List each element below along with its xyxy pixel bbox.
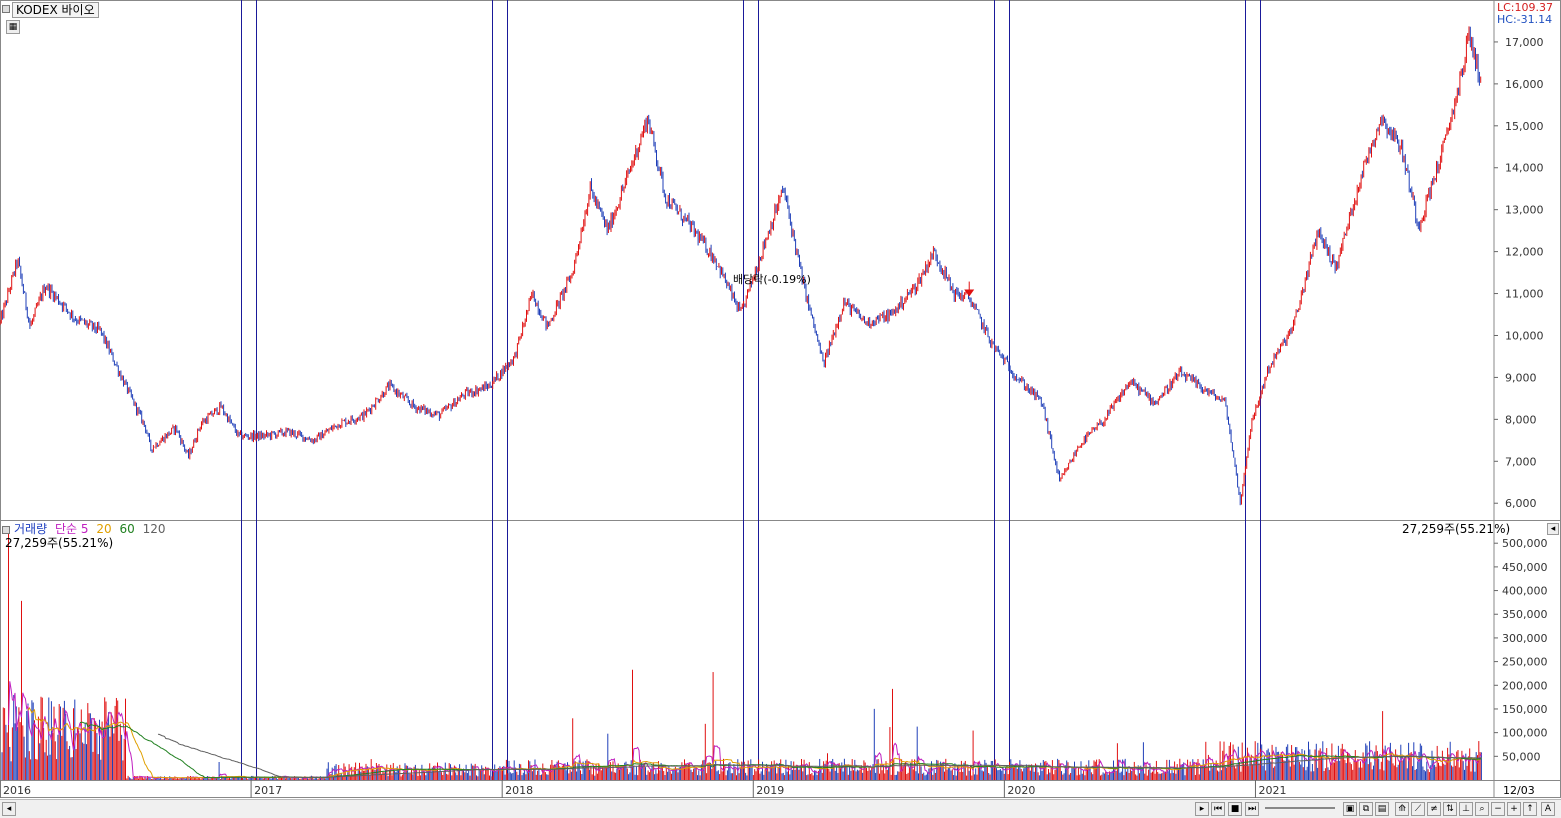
- grid-icon[interactable]: ▤: [1375, 802, 1389, 816]
- zoom-in-icon[interactable]: +: [1507, 802, 1521, 816]
- volume-legend-period-20: 20: [96, 522, 112, 536]
- scroll-left-icon[interactable]: ◂: [2, 802, 16, 816]
- scroll-right-icon[interactable]: ▸: [1195, 802, 1209, 816]
- price-tick-label: 15,000: [1505, 120, 1544, 133]
- price-tick-label: 8,000: [1505, 413, 1537, 426]
- volume-legend-ma-type: 단순: [54, 522, 78, 536]
- search-icon[interactable]: ⌕: [1475, 802, 1489, 816]
- volume-legend-period-60: 60: [119, 522, 135, 536]
- period-separator-lines: [241, 0, 1261, 780]
- scroll-last-icon[interactable]: ⏭: [1245, 802, 1259, 816]
- instrument-title[interactable]: KODEX 바이오: [12, 2, 99, 18]
- volume-legend-period-5: 5: [80, 522, 89, 536]
- text-tool-icon[interactable]: A: [1541, 802, 1555, 816]
- price-tick-label: 10,000: [1505, 329, 1544, 342]
- date-tick-label: 2021: [1258, 784, 1286, 797]
- annotation-markers: [964, 281, 975, 297]
- date-end-label: 12/03: [1503, 784, 1535, 797]
- cursor-icon[interactable]: ↑: [1523, 802, 1537, 816]
- hc-label: HC:-31.14: [1497, 13, 1553, 26]
- zoom-slider[interactable]: [1265, 807, 1335, 809]
- outer-border: [0, 0, 1561, 798]
- volume-legend: 거래량 단순 5 20 60 120: [14, 523, 165, 536]
- volume-current-value: 27,259주(55.21%): [5, 536, 114, 550]
- volume-legend-period-120: 120: [142, 522, 166, 536]
- price-tick-label: 17,000: [1505, 36, 1544, 49]
- price-tick-label: 14,000: [1505, 162, 1544, 175]
- compare-icon[interactable]: ≠: [1427, 802, 1441, 816]
- volume-tick-label: 300,000: [1502, 632, 1548, 645]
- scale-icon[interactable]: ⇅: [1443, 802, 1457, 816]
- date-tick-label: 2018: [505, 784, 533, 797]
- price-axis-ticks: 17,000 16,000 15,000 14,000 13,000 12,000 11,0…: [1494, 36, 1544, 510]
- tool-icon[interactable]: ⟰: [1395, 802, 1409, 816]
- price-tick-label: 12,000: [1505, 246, 1544, 259]
- stop-icon[interactable]: ■: [1228, 802, 1242, 816]
- volume-tick-label: 150,000: [1502, 703, 1548, 716]
- chart-scrollbar[interactable]: ◂ ▸ ⏮ ■ ⏭ ▣ ⧉ ▤ ⟰ ⟋ ≠ ⇅ ⊥ ⌕ − + ↑ A: [0, 799, 1561, 818]
- annotation-label: 배당락(-0.19%): [733, 273, 811, 286]
- ruler-icon[interactable]: ⊥: [1459, 802, 1473, 816]
- price-candles: [0, 26, 1482, 506]
- date-tick-label: 2020: [1007, 784, 1035, 797]
- chart-frame: [0, 0, 1561, 798]
- volume-ma-120-line: [157, 733, 1482, 778]
- volume-tick-label: 350,000: [1502, 608, 1548, 621]
- volume-tick-label: 200,000: [1502, 679, 1548, 692]
- trend-icon[interactable]: ⟋: [1411, 802, 1425, 816]
- volume-expand-icon[interactable]: ◂: [1547, 523, 1559, 535]
- lc-label: LC:109.37: [1497, 1, 1554, 14]
- price-tick-label: 16,000: [1505, 78, 1544, 91]
- copy-icon[interactable]: ⧉: [1359, 802, 1373, 816]
- zoom-out-icon[interactable]: −: [1491, 802, 1505, 816]
- price-tick-label: 11,000: [1505, 288, 1544, 301]
- layout-icon[interactable]: ▣: [1343, 802, 1357, 816]
- volume-right-value: 27,259주(55.21%): [1402, 522, 1511, 536]
- date-axis-ticks: 2016 2017 2018 2019 2020 2021: [0, 780, 1286, 798]
- volume-axis-ticks: 500,000 450,000 400,000 350,000 300,000 250,0…: [1494, 537, 1548, 763]
- price-tick-label: 7,000: [1505, 455, 1537, 468]
- table-view-icon[interactable]: ▦: [6, 20, 20, 34]
- date-tick-label: 2016: [3, 784, 31, 797]
- date-tick-label: 2019: [756, 784, 784, 797]
- volume-tick-label: 50,000: [1502, 750, 1541, 763]
- volume-tick-label: 400,000: [1502, 585, 1548, 598]
- date-tick-label: 2017: [254, 784, 282, 797]
- annotation-marker-arrow: [964, 289, 975, 297]
- volume-bars: [1, 533, 1482, 780]
- price-tick-label: 6,000: [1505, 497, 1537, 510]
- title-collapse-icon[interactable]: [2, 5, 10, 13]
- price-tick-label: 13,000: [1505, 204, 1544, 217]
- volume-ma-lines: [8, 681, 1482, 779]
- price-tick-label: 9,000: [1505, 371, 1537, 384]
- volume-collapse-icon[interactable]: [2, 526, 10, 534]
- volume-tick-label: 250,000: [1502, 656, 1548, 669]
- volume-tick-label: 100,000: [1502, 727, 1548, 740]
- volume-tick-label: 450,000: [1502, 561, 1548, 574]
- volume-tick-label: 500,000: [1502, 537, 1548, 550]
- scroll-first-icon[interactable]: ⏮: [1211, 802, 1225, 816]
- volume-legend-name: 거래량: [14, 522, 48, 536]
